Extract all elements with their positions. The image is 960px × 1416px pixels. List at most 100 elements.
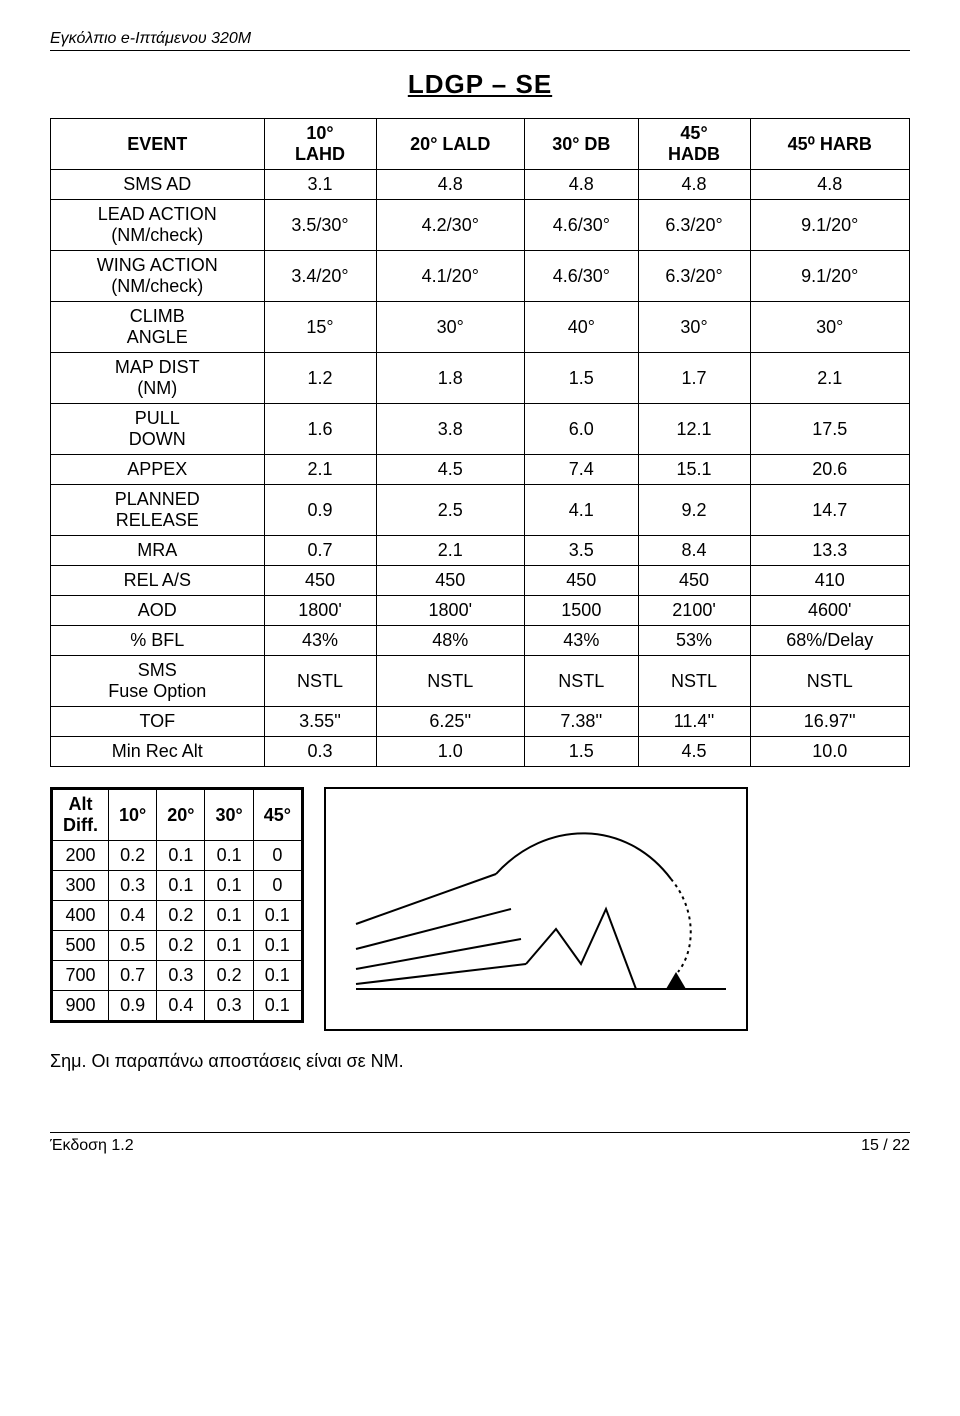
- cell: 1500: [525, 596, 639, 626]
- cell: 4.8: [376, 170, 525, 200]
- cell: 8.4: [638, 536, 750, 566]
- cell: 7.4: [525, 455, 639, 485]
- cell: NSTL: [376, 656, 525, 707]
- cell: 1.8: [376, 353, 525, 404]
- cell: 0.1: [157, 841, 205, 871]
- cell: 4.8: [525, 170, 639, 200]
- cell: 2100': [638, 596, 750, 626]
- table-row: SMSFuse OptionNSTLNSTLNSTLNSTLNSTL: [51, 656, 910, 707]
- table-row: Min Rec Alt0.31.01.54.510.0: [51, 737, 910, 767]
- main-col-header: 20° LALD: [376, 119, 525, 170]
- cell: 4.8: [638, 170, 750, 200]
- row-label: AOD: [51, 596, 265, 626]
- cell: 6.3/20°: [638, 251, 750, 302]
- cell: 11.4'': [638, 707, 750, 737]
- row-label: Min Rec Alt: [51, 737, 265, 767]
- table-row: PULLDOWN1.63.86.012.117.5: [51, 404, 910, 455]
- cell: 0.1: [157, 871, 205, 901]
- cell: 53%: [638, 626, 750, 656]
- cell: 3.5: [525, 536, 639, 566]
- main-col-header: 45°HADB: [638, 119, 750, 170]
- row-label: APPEX: [51, 455, 265, 485]
- cell: 6.3/20°: [638, 200, 750, 251]
- cell: 0.2: [205, 961, 253, 991]
- table-row: PLANNEDRELEASE0.92.54.19.214.7: [51, 485, 910, 536]
- cell: 1.7: [638, 353, 750, 404]
- cell: 68%/Delay: [750, 626, 909, 656]
- cell: NSTL: [750, 656, 909, 707]
- main-col-header: EVENT: [51, 119, 265, 170]
- small-col-header: 20°: [157, 789, 205, 841]
- cell: 14.7: [750, 485, 909, 536]
- table-row: WING ACTION(NM/check)3.4/20°4.1/20°4.6/3…: [51, 251, 910, 302]
- cell: 4.6/30°: [525, 200, 639, 251]
- cell: 0.2: [157, 901, 205, 931]
- row-label: PULLDOWN: [51, 404, 265, 455]
- cell: 4.6/30°: [525, 251, 639, 302]
- cell: 9.1/20°: [750, 200, 909, 251]
- table-row: 5000.50.20.10.1: [52, 931, 303, 961]
- table-row: 2000.20.10.10: [52, 841, 303, 871]
- table-row: 4000.40.20.10.1: [52, 901, 303, 931]
- cell: 0.1: [205, 901, 253, 931]
- cell: 0.4: [157, 991, 205, 1022]
- cell: 1.0: [376, 737, 525, 767]
- doc-header: Εγκόλπιο e-Ιπτάμενου 320Μ: [50, 30, 910, 51]
- table-row: TOF3.55''6.25''7.38''11.4''16.97'': [51, 707, 910, 737]
- cell: 6.0: [525, 404, 639, 455]
- cell: 1.2: [264, 353, 376, 404]
- small-col-header: 30°: [205, 789, 253, 841]
- cell: 3.4/20°: [264, 251, 376, 302]
- cell: 2.1: [750, 353, 909, 404]
- cell: 0.2: [157, 931, 205, 961]
- row-label: 400: [52, 901, 109, 931]
- row-label: 500: [52, 931, 109, 961]
- row-label: MAP DIST(NM): [51, 353, 265, 404]
- cell: NSTL: [264, 656, 376, 707]
- cell: 0.3: [205, 991, 253, 1022]
- cell: 40°: [525, 302, 639, 353]
- cell: 450: [638, 566, 750, 596]
- cell: 0.1: [205, 841, 253, 871]
- cell: 17.5: [750, 404, 909, 455]
- cell: 450: [376, 566, 525, 596]
- cell: 1.5: [525, 737, 639, 767]
- main-col-header: 45⁰ HARB: [750, 119, 909, 170]
- cell: 450: [264, 566, 376, 596]
- cell: 0.3: [109, 871, 157, 901]
- cell: 0.1: [253, 931, 302, 961]
- cell: 0.9: [109, 991, 157, 1022]
- table-row: APPEX2.14.57.415.120.6: [51, 455, 910, 485]
- cell: 0.1: [253, 961, 302, 991]
- cell: 4.1: [525, 485, 639, 536]
- cell: 0.3: [157, 961, 205, 991]
- cell: 0.7: [264, 536, 376, 566]
- cell: 3.55'': [264, 707, 376, 737]
- table-row: 7000.70.30.20.1: [52, 961, 303, 991]
- table-row: LEAD ACTION(NM/check)3.5/30°4.2/30°4.6/3…: [51, 200, 910, 251]
- cell: 15.1: [638, 455, 750, 485]
- table-row: SMS AD3.14.84.84.84.8: [51, 170, 910, 200]
- row-label: 700: [52, 961, 109, 991]
- main-table: EVENT10°LAHD20° LALD30° DB45°HADB45⁰ HAR…: [50, 118, 910, 767]
- row-label: MRA: [51, 536, 265, 566]
- row-label: 300: [52, 871, 109, 901]
- cell: 0.3: [264, 737, 376, 767]
- row-label: 900: [52, 991, 109, 1022]
- cell: 15°: [264, 302, 376, 353]
- cell: 30°: [638, 302, 750, 353]
- small-col-header: AltDiff.: [52, 789, 109, 841]
- cell: 48%: [376, 626, 525, 656]
- cell: 3.5/30°: [264, 200, 376, 251]
- table-row: MRA0.72.13.58.413.3: [51, 536, 910, 566]
- cell: 0: [253, 871, 302, 901]
- cell: 1800': [376, 596, 525, 626]
- row-label: SMSFuse Option: [51, 656, 265, 707]
- table-row: 3000.30.10.10: [52, 871, 303, 901]
- cell: 2.1: [376, 536, 525, 566]
- cell: 1.5: [525, 353, 639, 404]
- cell: 0.1: [253, 901, 302, 931]
- page-title: LDGP – SE: [50, 69, 910, 100]
- table-row: 9000.90.40.30.1: [52, 991, 303, 1022]
- footer-right: 15 / 22: [861, 1137, 910, 1155]
